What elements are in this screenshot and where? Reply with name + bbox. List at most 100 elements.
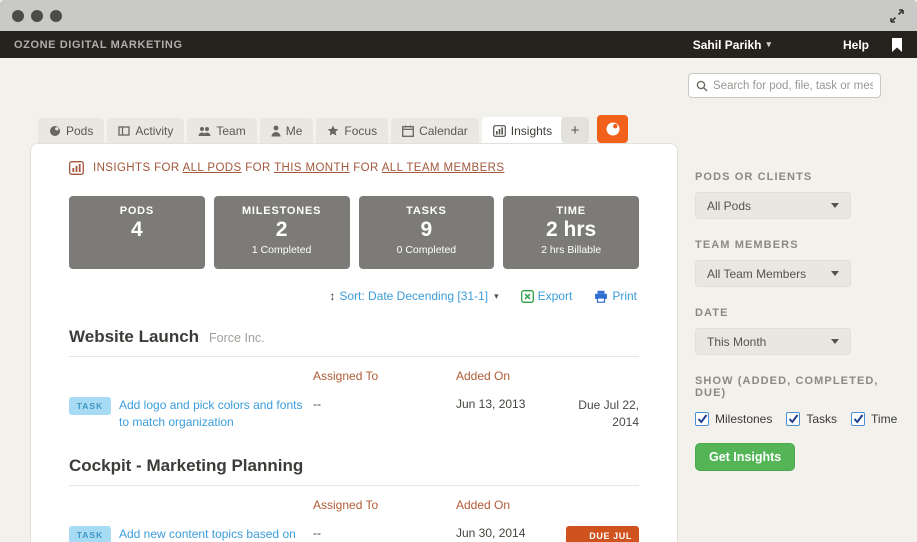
tab-insights[interactable]: Insights [481, 117, 564, 144]
show-filter-label: SHOW (ADDED, COMPLETED, DUE) [695, 375, 879, 399]
stat-sub: 0 Completed [396, 244, 457, 256]
sort-arrows-icon: ↕ [329, 289, 336, 303]
filters-sidebar: PODS OR CLIENTS All Pods TEAM MEMBERS Al… [695, 171, 897, 471]
add-tab-button[interactable]: + [561, 117, 589, 143]
table-row: TASK Add new content topics based on ide… [69, 525, 639, 542]
all-team-members-link[interactable]: ALL TEAM MEMBERS [381, 162, 505, 174]
list-toolbar: ↕ Sort: Date Decending [31-1] ▾ Export P… [31, 289, 637, 303]
search-box[interactable] [688, 73, 881, 98]
bar-chart-icon [492, 124, 506, 137]
excel-icon [520, 289, 534, 303]
team-filter-label: TEAM MEMBERS [695, 239, 799, 251]
cell-added: Jun 30, 2014 [456, 525, 526, 540]
window-control-minimize[interactable] [31, 9, 43, 22]
checkbox-label: Milestones [715, 412, 773, 426]
checkbox-checked-icon [851, 412, 866, 426]
heading-static: INSIGHTS FOR [93, 162, 180, 174]
tab-team[interactable]: Team [187, 118, 257, 144]
pod-logo-icon [605, 121, 621, 137]
col-assigned-to: Assigned To [313, 497, 379, 512]
col-added-on: Added On [456, 369, 511, 383]
this-month-link[interactable]: THIS MONTH [274, 162, 350, 174]
insights-chart-icon [69, 161, 84, 175]
column-headers: Assigned To Added On [69, 369, 639, 383]
team-icon [198, 125, 211, 137]
heading-static: FOR [353, 162, 379, 174]
star-icon [327, 125, 339, 137]
plus-icon: + [570, 121, 580, 139]
stat-label: MILESTONES [241, 205, 322, 217]
export-link[interactable]: Export [520, 289, 572, 303]
user-name: Sahil Parikh [692, 37, 762, 52]
tab-calendar[interactable]: Calendar [391, 118, 479, 144]
checkbox-label: Time [871, 412, 898, 426]
chevron-down-icon: ▾ [494, 290, 499, 301]
sort-control[interactable]: ↕ Sort: Date Decending [31-1] ▾ [329, 289, 498, 303]
sort-label: Sort: Date Decending [31-1] [339, 289, 489, 303]
checkbox-time[interactable]: Time [851, 412, 897, 426]
window-controls[interactable] [12, 9, 62, 22]
activity-icon [118, 125, 131, 137]
due-date-badge: DUE JUL 07, 2014 [566, 525, 639, 542]
calendar-icon [402, 125, 415, 137]
window-control-close[interactable] [12, 9, 24, 22]
bookmark-icon[interactable] [891, 37, 903, 52]
show-checkboxes: Milestones Tasks Time [695, 412, 897, 426]
window-control-zoom[interactable] [50, 9, 62, 22]
tab-label: Calendar [419, 124, 468, 138]
task-badge: TASK [69, 397, 111, 415]
date-filter-label: DATE [695, 307, 729, 319]
tab-bar: Pods Activity Team Me Focus Calendar [38, 117, 566, 144]
get-insights-button[interactable]: Get Insights [695, 443, 796, 471]
column-headers: Assigned To Added On [69, 498, 639, 512]
chevron-down-icon [831, 203, 839, 208]
help-link[interactable]: Help [842, 37, 869, 52]
section-cockpit-marketing: Cockpit - Marketing Planning Assigned To… [31, 456, 677, 542]
team-dropdown[interactable]: All Team Members [695, 260, 851, 287]
cell-assigned: -- [313, 525, 321, 540]
stat-sub: 2 hrs Billable [541, 244, 602, 256]
heading-static: FOR [245, 162, 271, 174]
search-input[interactable] [713, 79, 873, 92]
stat-label: TASKS [406, 205, 447, 217]
user-menu[interactable]: Sahil Parikh ▾ [693, 38, 771, 52]
tab-label: Pods [66, 124, 94, 138]
checkbox-tasks[interactable]: Tasks [786, 412, 837, 426]
tab-activity[interactable]: Activity [107, 118, 185, 144]
checkbox-milestones[interactable]: Milestones [695, 412, 772, 426]
task-link[interactable]: Add logo and pick colors and fonts to ma… [119, 398, 303, 430]
tab-focus[interactable]: Focus [316, 118, 389, 144]
cell-due-date: Due Jul 22, 2014 [578, 398, 639, 429]
task-badge: TASK [69, 525, 111, 542]
person-icon [271, 125, 281, 137]
stat-pods: PODS 4 [69, 196, 205, 269]
brightpod-logo-button[interactable] [597, 115, 628, 143]
stat-value: 2 hrs [546, 218, 597, 241]
insights-panel: INSIGHTS FOR ALL PODS FOR THIS MONTH FOR… [30, 143, 678, 542]
print-label: Print [612, 289, 637, 303]
insights-heading: INSIGHTS FOR ALL PODS FOR THIS MONTH FOR… [69, 161, 677, 175]
stat-value: 4 [131, 218, 143, 241]
stat-sub: 1 Completed [251, 244, 312, 256]
tab-me[interactable]: Me [259, 118, 314, 144]
section-website-launch: Website Launch Force Inc. Assigned To Ad… [31, 327, 677, 432]
checkbox-label: Tasks [806, 412, 838, 426]
pod-icon [49, 125, 61, 137]
stat-value: 2 [275, 218, 288, 241]
all-pods-link[interactable]: ALL PODS [182, 162, 242, 174]
stat-milestones: MILESTONES 2 1 Completed [213, 196, 350, 269]
tab-pods[interactable]: Pods [38, 118, 105, 144]
print-link[interactable]: Print [594, 289, 637, 303]
window-titlebar [0, 0, 917, 31]
chevron-down-icon [831, 271, 839, 276]
tab-label: Activity [135, 124, 174, 138]
date-dropdown[interactable]: This Month [695, 328, 851, 355]
task-link[interactable]: Add new content topics based on identifi… [119, 526, 296, 541]
col-assigned-to: Assigned To [313, 369, 379, 383]
expand-arrows-icon[interactable] [889, 8, 905, 24]
heading-text: INSIGHTS FOR ALL PODS FOR THIS MONTH FOR… [93, 162, 504, 174]
stat-value: 9 [420, 218, 433, 241]
pods-dropdown[interactable]: All Pods [695, 192, 851, 219]
